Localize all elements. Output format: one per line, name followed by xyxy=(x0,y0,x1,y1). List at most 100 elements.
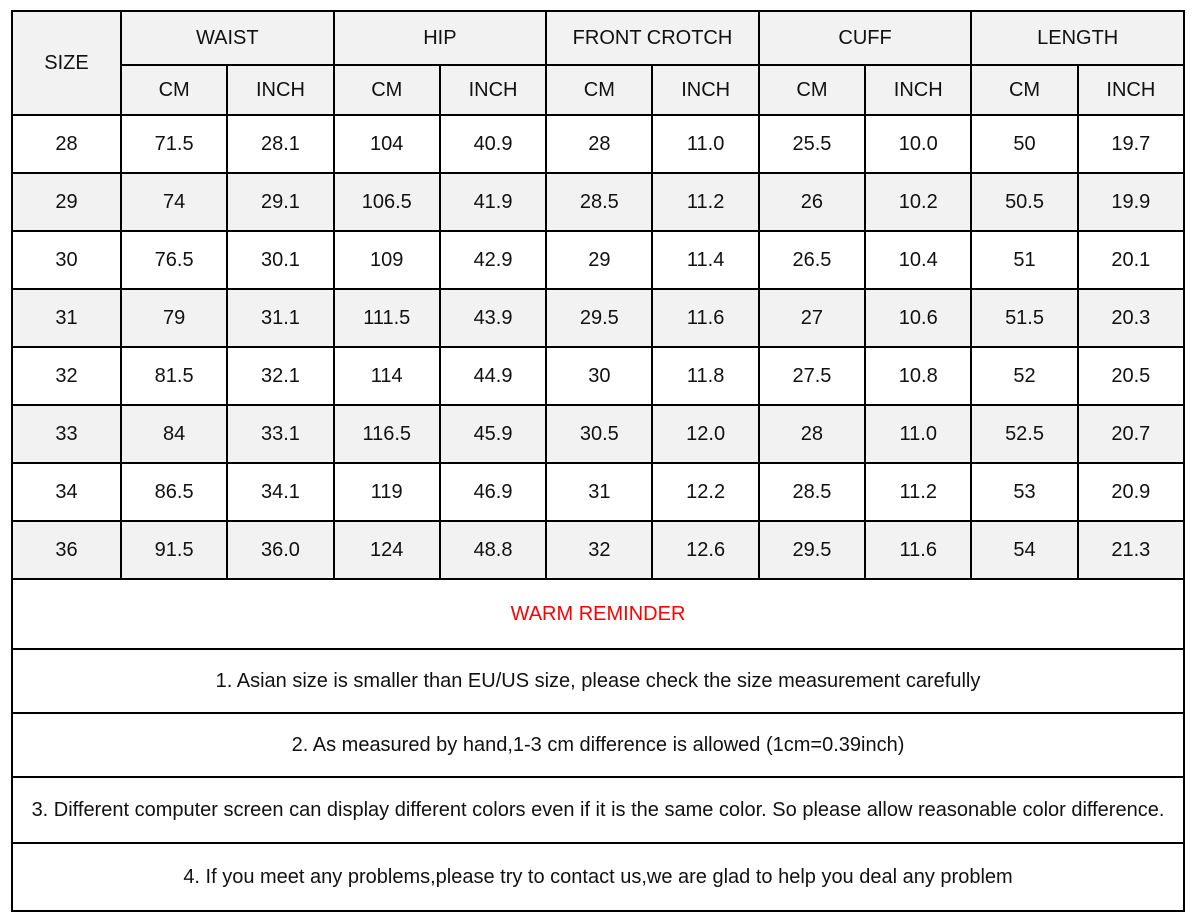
measurement-cell: 42.9 xyxy=(438,230,548,290)
table-row-size-30: 30 76.5 30.1 109 42.9 29 11.4 26.5 10.4 51 20.1 xyxy=(11,230,1185,290)
unit-header-inch: INCH xyxy=(438,64,548,116)
note-row: 2. As measured by hand,1-3 cm difference… xyxy=(11,712,1185,778)
size-cell: 30 xyxy=(11,230,122,290)
measurement-cell: 53 xyxy=(970,462,1079,522)
reminder-title-row: WARM REMINDER xyxy=(11,578,1185,650)
measurement-cell: 46.9 xyxy=(438,462,548,522)
measurement-cell: 91.5 xyxy=(119,520,229,580)
measurement-cell: 26.5 xyxy=(757,230,867,290)
measurement-cell: 11.4 xyxy=(651,230,760,290)
measurement-cell: 29.5 xyxy=(757,520,867,580)
measurement-cell: 79 xyxy=(119,288,229,348)
measurement-cell: 104 xyxy=(332,114,441,174)
measurement-cell: 20.3 xyxy=(1076,288,1185,348)
unit-header-inch: INCH xyxy=(864,64,973,116)
measurement-cell: 124 xyxy=(332,520,441,580)
unit-header-cm: CM xyxy=(119,64,229,116)
measurement-cell: 30.5 xyxy=(545,404,654,464)
measurement-cell: 41.9 xyxy=(438,172,548,232)
size-chart-body: 28 71.5 28.1 104 40.9 28 11.0 25.5 10.0 50 19.7 29 7… xyxy=(11,114,1185,580)
measurement-cell: 10.8 xyxy=(864,346,973,406)
measurement-cell: 28 xyxy=(757,404,867,464)
measurement-cell: 29.1 xyxy=(226,172,335,232)
table-row-size-29: 29 74 29.1 106.5 41.9 28.5 11.2 26 10.2 50.5 19.9 xyxy=(11,172,1185,232)
measurement-cell: 45.9 xyxy=(438,404,548,464)
size-cell: 29 xyxy=(11,172,122,232)
header-units-row: CM INCH CM INCH CM INCH CM INCH CM INCH xyxy=(12,64,1185,116)
measurement-cell: 19.7 xyxy=(1076,114,1185,174)
size-cell: 33 xyxy=(11,404,122,464)
measurement-cell: 76.5 xyxy=(119,230,229,290)
measurement-cell: 48.8 xyxy=(438,520,548,580)
size-cell: 36 xyxy=(11,520,122,580)
measurement-cell: 54 xyxy=(970,520,1079,580)
measurement-cell: 81.5 xyxy=(119,346,229,406)
measurement-cell: 11.0 xyxy=(651,114,760,174)
unit-header-cm: CM xyxy=(332,64,441,116)
measurement-cell: 50.5 xyxy=(970,172,1079,232)
measurement-cell: 19.9 xyxy=(1076,172,1185,232)
measurement-cell: 84 xyxy=(119,404,229,464)
measurement-cell: 32 xyxy=(545,520,654,580)
table-row-size-33: 33 84 33.1 116.5 45.9 30.5 12.0 28 11.0 52.5 20.7 xyxy=(11,404,1185,464)
group-header-hip: HIP xyxy=(332,10,548,66)
measurement-cell: 109 xyxy=(332,230,441,290)
unit-header-inch: INCH xyxy=(1076,64,1185,116)
measurement-cell: 31.1 xyxy=(226,288,335,348)
measurement-cell: 86.5 xyxy=(119,462,229,522)
table-row-size-32: 32 81.5 32.1 114 44.9 30 11.8 27.5 10.8 52 20.5 xyxy=(11,346,1185,406)
size-cell: 32 xyxy=(11,346,122,406)
measurement-cell: 11.2 xyxy=(651,172,760,232)
table-row-size-34: 34 86.5 34.1 119 46.9 31 12.2 28.5 11.2 53 20.9 xyxy=(11,462,1185,522)
measurement-cell: 71.5 xyxy=(119,114,229,174)
measurement-cell: 20.7 xyxy=(1076,404,1185,464)
table-row-size-28: 28 71.5 28.1 104 40.9 28 11.0 25.5 10.0 50 19.7 xyxy=(11,114,1185,174)
measurement-cell: 10.4 xyxy=(864,230,973,290)
measurement-cell: 31 xyxy=(545,462,654,522)
warm-reminder-title: WARM REMINDER xyxy=(11,578,1185,650)
measurement-cell: 12.2 xyxy=(651,462,760,522)
measurement-cell: 119 xyxy=(332,462,441,522)
measurement-cell: 11.2 xyxy=(864,462,973,522)
measurement-cell: 52.5 xyxy=(970,404,1079,464)
measurement-cell: 116.5 xyxy=(332,404,441,464)
measurement-cell: 27.5 xyxy=(757,346,867,406)
table-row-size-31: 31 79 31.1 111.5 43.9 29.5 11.6 27 10.6 51.5 20.3 xyxy=(11,288,1185,348)
measurement-cell: 52 xyxy=(970,346,1079,406)
measurement-cell: 28.1 xyxy=(226,114,335,174)
measurement-cell: 10.6 xyxy=(864,288,973,348)
measurement-cell: 26 xyxy=(757,172,867,232)
reminder-section: WARM REMINDER 1. Asian size is smaller t… xyxy=(11,578,1185,912)
measurement-cell: 12.0 xyxy=(651,404,760,464)
measurement-cell: 36.0 xyxy=(226,520,335,580)
measurement-cell: 51 xyxy=(970,230,1079,290)
measurement-cell: 30 xyxy=(545,346,654,406)
note-2: 2. As measured by hand,1-3 cm difference… xyxy=(11,712,1185,778)
measurement-cell: 111.5 xyxy=(332,288,441,348)
measurement-cell: 11.8 xyxy=(651,346,760,406)
measurement-cell: 11.0 xyxy=(864,404,973,464)
group-header-length: LENGTH xyxy=(970,10,1185,66)
group-header-front-crotch: FRONT CROTCH xyxy=(545,10,760,66)
note-1: 1. Asian size is smaller than EU/US size… xyxy=(11,648,1185,714)
note-row: 1. Asian size is smaller than EU/US size… xyxy=(11,648,1185,714)
measurement-cell: 20.5 xyxy=(1076,346,1185,406)
note-3: 3. Different computer screen can display… xyxy=(11,776,1185,844)
size-cell: 31 xyxy=(11,288,122,348)
measurement-cell: 34.1 xyxy=(226,462,335,522)
measurement-cell: 51.5 xyxy=(970,288,1079,348)
measurement-cell: 28.5 xyxy=(757,462,867,522)
measurement-cell: 20.1 xyxy=(1076,230,1185,290)
measurement-cell: 10.2 xyxy=(864,172,973,232)
note-4: 4. If you meet any problems,please try t… xyxy=(11,842,1185,912)
size-column-header: SIZE xyxy=(11,10,122,116)
measurement-cell: 11.6 xyxy=(651,288,760,348)
measurement-cell: 29 xyxy=(545,230,654,290)
measurement-cell: 20.9 xyxy=(1076,462,1185,522)
unit-header-cm: CM xyxy=(757,64,867,116)
measurement-cell: 11.6 xyxy=(864,520,973,580)
size-cell: 28 xyxy=(11,114,122,174)
measurement-cell: 40.9 xyxy=(438,114,548,174)
measurement-cell: 12.6 xyxy=(651,520,760,580)
